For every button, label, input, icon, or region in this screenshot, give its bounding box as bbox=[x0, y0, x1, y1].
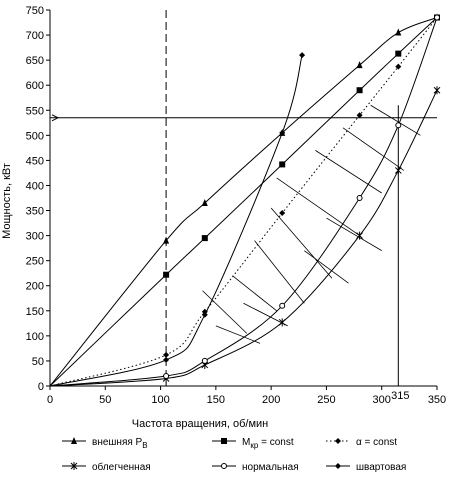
data-point-circle bbox=[221, 463, 227, 469]
plot-area bbox=[50, 10, 437, 386]
plot-background bbox=[50, 10, 437, 386]
y-tick-label: 750 bbox=[26, 5, 44, 17]
data-point-diamond bbox=[163, 351, 170, 358]
data-point-diamond bbox=[279, 210, 286, 217]
data-point-triangle bbox=[201, 199, 208, 207]
data-point-diamond bbox=[299, 52, 306, 59]
data-point-diamond bbox=[356, 112, 363, 119]
construction-line bbox=[304, 250, 349, 284]
x-tick-label: 250 bbox=[317, 394, 335, 406]
y-tick-label: 300 bbox=[26, 231, 44, 243]
legend-label: швартовая bbox=[356, 462, 406, 473]
y-tick-label: 0 bbox=[38, 381, 44, 393]
data-point-diamond bbox=[279, 129, 286, 136]
construction-line bbox=[370, 104, 421, 136]
data-point-diamond bbox=[201, 308, 208, 315]
data-point-triangle bbox=[71, 437, 77, 444]
data-point-circle bbox=[395, 122, 402, 129]
y-tick-label: 150 bbox=[26, 306, 44, 318]
construction-line bbox=[243, 302, 288, 327]
legend-label: Mкр = const bbox=[242, 437, 294, 450]
data-point-star bbox=[394, 166, 402, 175]
legend-label: внешняя PB bbox=[92, 437, 148, 450]
y-tick-label: 100 bbox=[26, 331, 44, 343]
y-axis-label: Мощность, кВт bbox=[1, 163, 13, 239]
y-tick-label: 550 bbox=[26, 105, 44, 117]
y-tick-label: 500 bbox=[26, 130, 44, 142]
y-tick-label: 350 bbox=[26, 206, 44, 218]
data-point-triangle bbox=[395, 28, 402, 36]
y-tick-label: 250 bbox=[26, 256, 44, 268]
data-point-diamond bbox=[395, 63, 402, 70]
data-point-square bbox=[279, 161, 286, 168]
data-point-triangle bbox=[163, 236, 170, 244]
data-point-diamond bbox=[201, 311, 208, 318]
series-line bbox=[49, 17, 438, 387]
construction-line bbox=[202, 290, 248, 334]
data-point-star bbox=[278, 318, 286, 327]
x-tick-label: 100 bbox=[151, 394, 169, 406]
data-point-diamond bbox=[335, 463, 341, 469]
series-line bbox=[49, 54, 303, 387]
x-axis-label: Частота вращения, об/мин bbox=[132, 418, 269, 430]
x-tick-label: 50 bbox=[99, 394, 111, 406]
y-tick-label: 400 bbox=[26, 180, 44, 192]
construction-line bbox=[232, 275, 277, 312]
data-point-circle bbox=[279, 302, 286, 309]
data-point-circle bbox=[201, 357, 208, 364]
legend-label: нормальная bbox=[242, 462, 299, 473]
legend: внешняя PB Mкр = const α = const облегченна… bbox=[62, 437, 406, 473]
y-tick-label: 200 bbox=[26, 281, 44, 293]
legend-label: облегченная bbox=[92, 461, 151, 473]
series-line bbox=[49, 17, 438, 387]
x-tick-label: 350 bbox=[428, 394, 446, 406]
construction-line bbox=[276, 177, 360, 236]
data-point-circle bbox=[434, 14, 440, 21]
data-point-diamond bbox=[163, 356, 170, 363]
x-tick-label: 200 bbox=[262, 394, 280, 406]
x-tick-label: 150 bbox=[207, 394, 225, 406]
data-point-square bbox=[221, 438, 227, 444]
data-point-circle bbox=[356, 195, 363, 201]
y-tick-label: 700 bbox=[26, 30, 44, 42]
axes: 0501001502002503003504004505005506006507… bbox=[26, 5, 447, 406]
x-tick-label: 300 bbox=[373, 394, 391, 406]
data-point-square bbox=[163, 271, 170, 278]
construction-line bbox=[254, 240, 305, 304]
data-point-diamond bbox=[335, 438, 341, 444]
data-point-star bbox=[70, 462, 78, 470]
construction-line bbox=[342, 127, 405, 171]
construction-line bbox=[315, 150, 382, 194]
y-tick-label: 50 bbox=[32, 356, 44, 368]
legend-label: α = const bbox=[356, 437, 397, 448]
reference-arrow bbox=[51, 114, 60, 122]
y-tick-label: 650 bbox=[26, 55, 44, 67]
data-point-square bbox=[356, 87, 363, 94]
construction-line bbox=[270, 207, 333, 279]
construction-lines bbox=[50, 10, 437, 386]
data-point-star bbox=[356, 231, 363, 240]
data-point-square bbox=[201, 235, 208, 242]
x-tick-label: 0 bbox=[47, 394, 53, 406]
construction-line bbox=[215, 325, 261, 344]
data-point-star bbox=[433, 86, 441, 95]
data-point-square bbox=[395, 50, 402, 57]
data-point-triangle bbox=[356, 61, 363, 69]
y-tick-label: 450 bbox=[26, 155, 44, 167]
data-point-circle bbox=[163, 372, 170, 379]
x-tick-label-extra: 315 bbox=[391, 390, 409, 402]
y-tick-label: 600 bbox=[26, 80, 44, 92]
construction-line bbox=[326, 217, 382, 251]
series-markers bbox=[162, 13, 441, 383]
